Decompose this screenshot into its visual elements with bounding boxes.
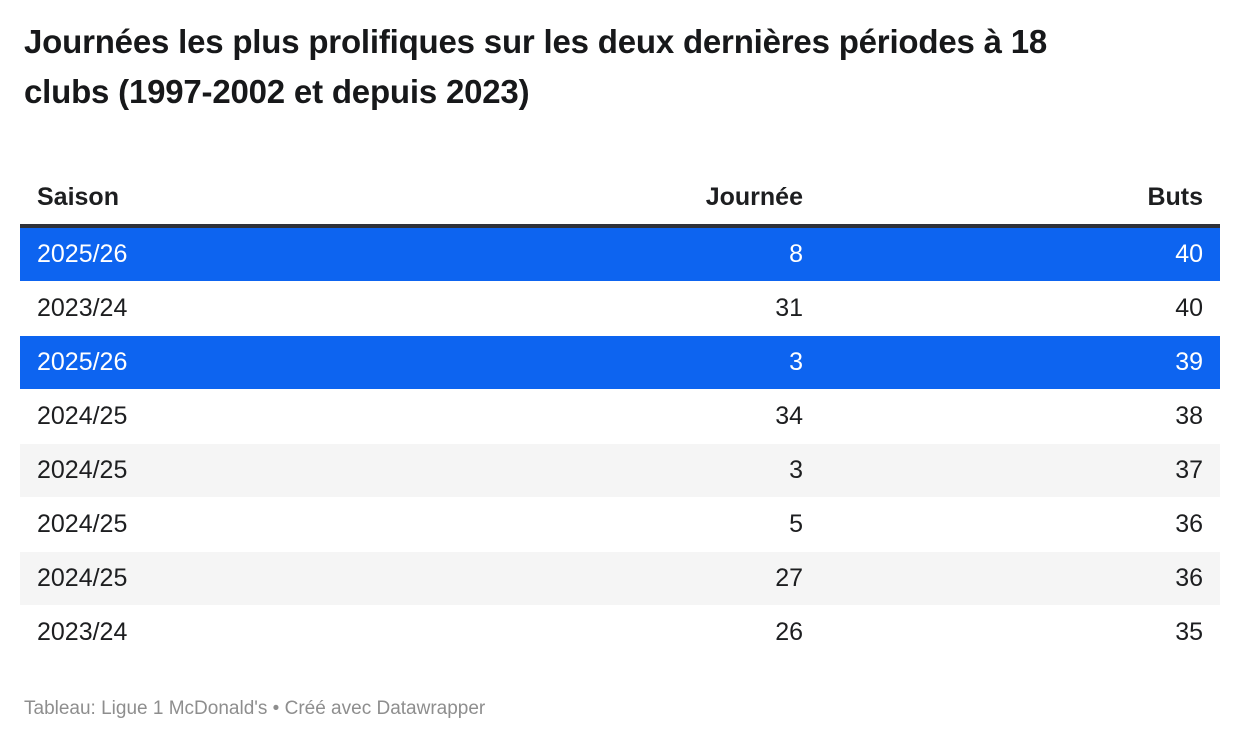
prolific-matchdays-table: Saison Journée Buts 2025/26 8 40 2023/24… <box>20 170 1220 660</box>
cell-saison: 2023/24 <box>20 606 420 660</box>
cell-journee: 27 <box>420 552 820 606</box>
cell-buts: 40 <box>820 282 1220 336</box>
column-header-saison: Saison <box>20 170 420 228</box>
cell-journee: 34 <box>420 390 820 444</box>
cell-buts: 37 <box>820 444 1220 498</box>
cell-saison: 2024/25 <box>20 390 420 444</box>
cell-buts: 36 <box>820 552 1220 606</box>
cell-journee: 3 <box>420 336 820 390</box>
cell-saison: 2024/25 <box>20 498 420 552</box>
cell-journee: 5 <box>420 498 820 552</box>
cell-journee: 26 <box>420 606 820 660</box>
cell-buts: 40 <box>820 228 1220 282</box>
cell-buts: 38 <box>820 390 1220 444</box>
source-attribution: Tableau: Ligue 1 McDonald's • Créé avec … <box>24 698 486 719</box>
cell-saison: 2025/26 <box>20 336 420 390</box>
column-header-journee: Journée <box>420 170 820 228</box>
cell-saison: 2025/26 <box>20 228 420 282</box>
cell-saison: 2024/25 <box>20 552 420 606</box>
cell-journee: 31 <box>420 282 820 336</box>
cell-saison: 2023/24 <box>20 282 420 336</box>
page-title: Journées les plus prolifiques sur les de… <box>24 23 1048 110</box>
cell-buts: 36 <box>820 498 1220 552</box>
cell-buts: 39 <box>820 336 1220 390</box>
cell-journee: 3 <box>420 444 820 498</box>
cell-saison: 2024/25 <box>20 444 420 498</box>
cell-buts: 35 <box>820 606 1220 660</box>
column-header-buts: Buts <box>820 170 1220 228</box>
datawrapper-table-page: Journées les plus prolifiques sur les de… <box>0 17 1240 748</box>
cell-journee: 8 <box>420 228 820 282</box>
